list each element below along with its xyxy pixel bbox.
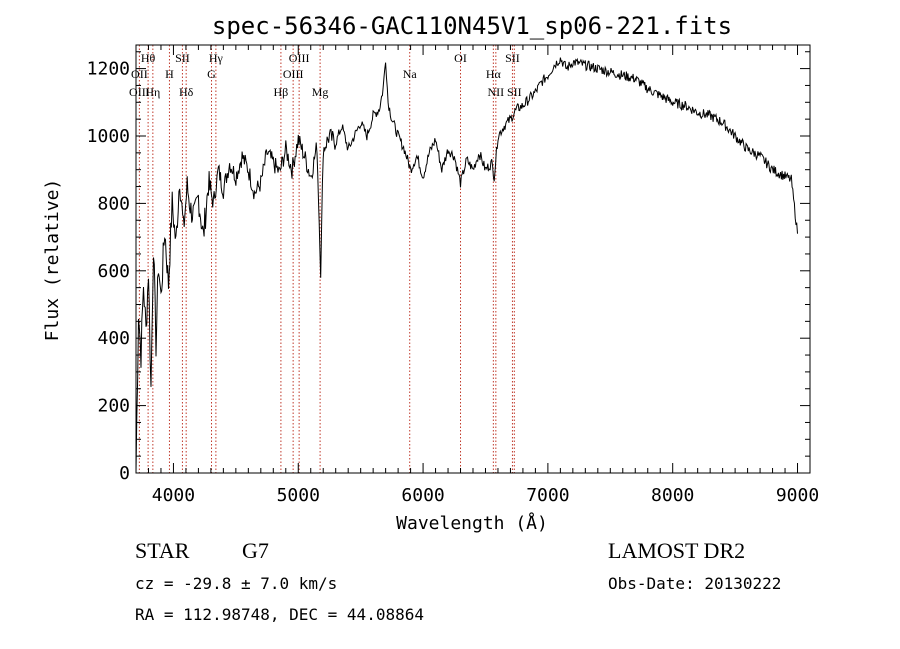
x-tick-label: 6000 [401, 485, 444, 506]
spectral-line-label: Hα [486, 67, 502, 81]
spectral-line-label: Hθ [141, 51, 156, 65]
spectral-line-label: Hδ [179, 85, 194, 99]
x-axis: 4000 5000 6000 7000 8000 9000 [135, 45, 819, 506]
spectral-line-label: SII [175, 51, 190, 65]
object-subclass: G7 [242, 538, 269, 563]
spectral-line-label: OI [454, 51, 467, 65]
y-tick-label: 600 [97, 261, 130, 282]
coordinates-text: RA = 112.98748, DEC = 44.08864 [135, 605, 424, 624]
y-tick-label: 200 [97, 396, 130, 417]
x-tick-label: 7000 [526, 485, 569, 506]
spectral-line-label: SII [505, 51, 520, 65]
y-tick-label: 1000 [87, 126, 130, 147]
redshift-text: cz = -29.8 ± 7.0 km/s [135, 574, 337, 593]
spectrum-series [135, 57, 798, 474]
y-axis-label: Flux (relative) [42, 179, 63, 342]
spectral-line-label: Hβ [274, 85, 289, 99]
obs-date-text: Obs-Date: 20130222 [608, 574, 781, 593]
spectral-line-label: G [207, 67, 216, 81]
spectral-line-label: H [165, 67, 174, 81]
spectral-line-label: Hη [145, 85, 160, 99]
spectral-line-label: SII [507, 85, 522, 99]
spectral-line-label: OIII [289, 51, 310, 65]
x-tick-label: 9000 [776, 485, 819, 506]
spectral-line-label: OIII [129, 85, 150, 99]
spectral-line-label: Mg [312, 85, 329, 99]
plot-frame [135, 44, 811, 474]
survey-name: LAMOST DR2 [608, 538, 745, 563]
spectral-line-label: OIII [283, 67, 304, 81]
spectral-line-label: NII [488, 85, 505, 99]
x-tick-label: 8000 [651, 485, 694, 506]
x-tick-label: 5000 [277, 485, 320, 506]
spectral-line-label: Na [403, 67, 418, 81]
spectral-line-markers [138, 45, 515, 473]
spectral-line-label: OII [131, 67, 148, 81]
x-axis-label: Wavelength (Å) [396, 512, 548, 534]
chart-title: spec-56346-GAC110N45V1_sp06-221.fits [212, 12, 732, 40]
object-class: STAR [135, 538, 190, 563]
y-tick-label: 800 [97, 193, 130, 214]
spectrum-line [135, 57, 798, 474]
y-axis: 0 200 400 600 800 1000 1200 [87, 51, 810, 484]
spectral-line-label: Hγ [209, 51, 224, 65]
x-tick-label: 4000 [152, 485, 195, 506]
y-tick-label: 0 [119, 463, 130, 484]
y-tick-label: 400 [97, 328, 130, 349]
y-tick-label: 1200 [87, 59, 130, 80]
